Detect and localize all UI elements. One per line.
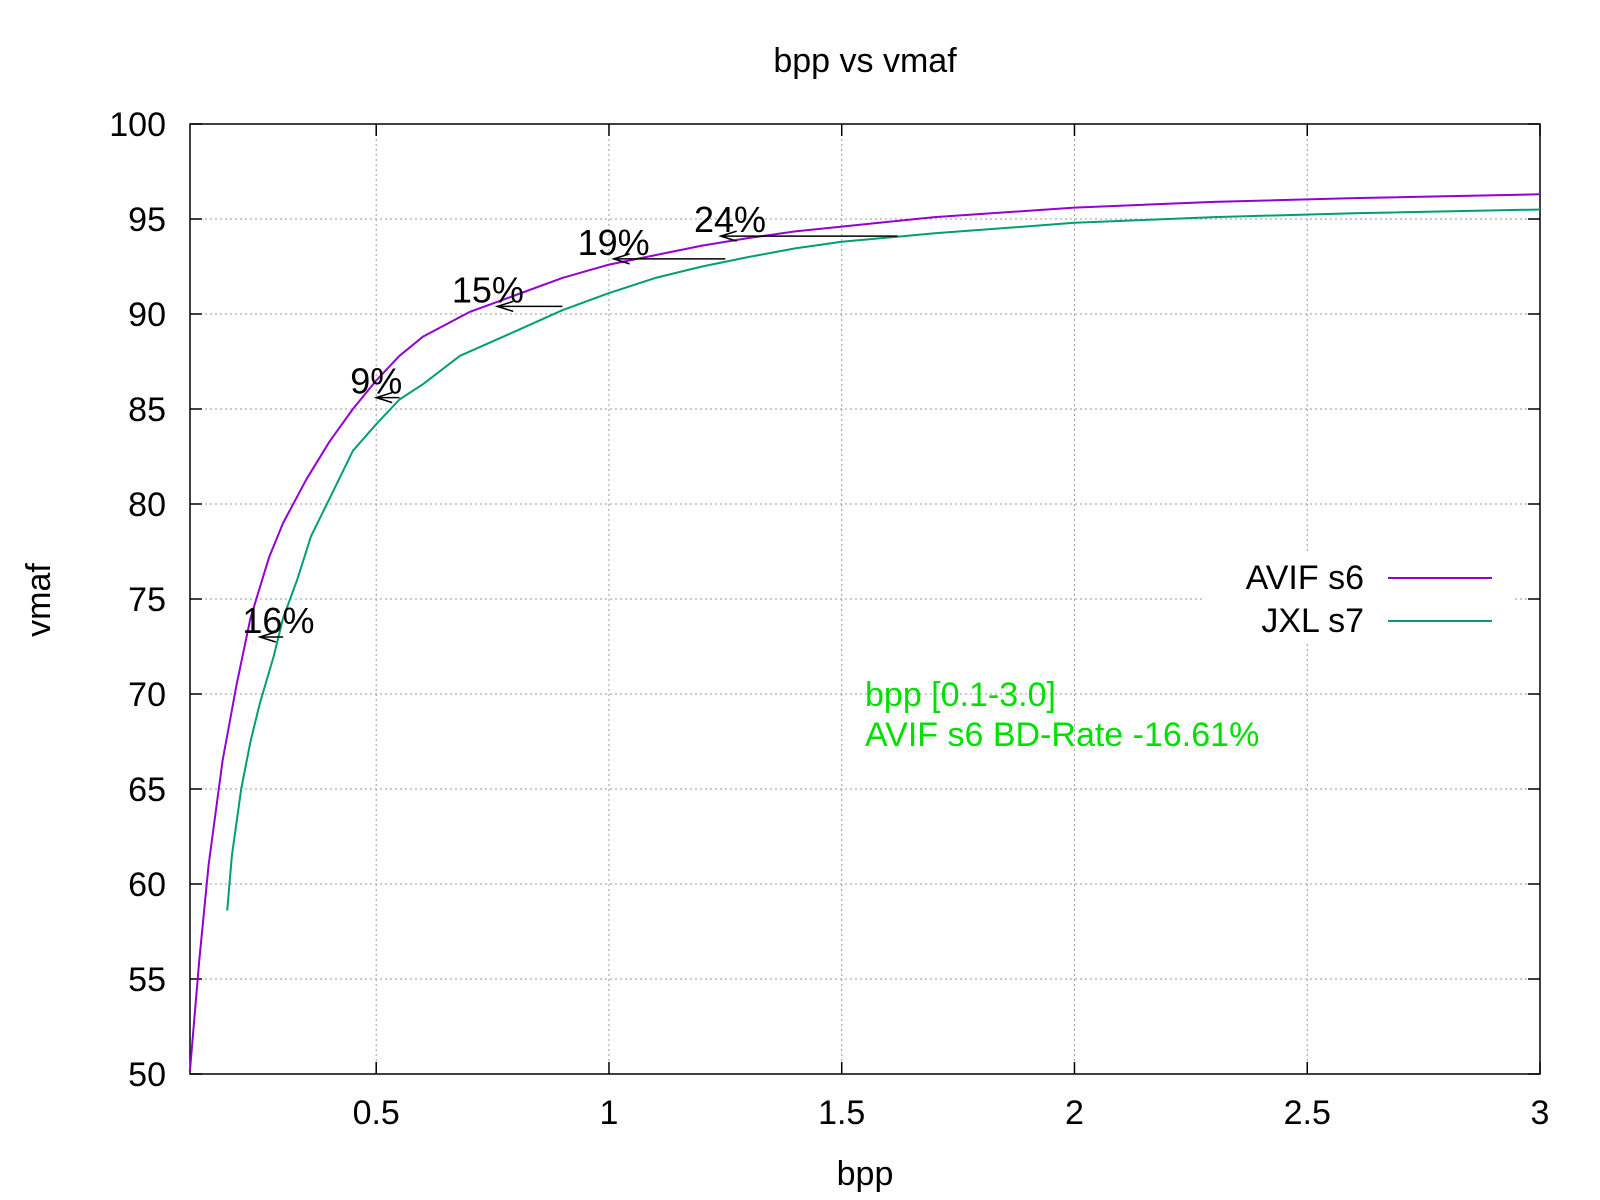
- y-tick-label: 65: [128, 771, 166, 809]
- y-tick-label: 60: [128, 866, 166, 904]
- legend-label-jxl: JXL s7: [1261, 602, 1364, 640]
- y-tick-label: 50: [128, 1056, 166, 1094]
- annotation-label: 16%: [242, 600, 314, 641]
- legend: AVIF s6 JXL s7: [1205, 552, 1515, 644]
- y-tick-label: 85: [128, 391, 166, 429]
- y-ticks: 50 55 60 65 70 75 80 85 90 95 100: [109, 106, 1540, 1094]
- annotation-arrowhead: [718, 230, 737, 242]
- note-bd-rate: AVIF s6 BD-Rate -16.61%: [865, 716, 1259, 754]
- x-tick-label: 2.5: [1284, 1094, 1331, 1132]
- y-axis-title: vmaf: [20, 563, 58, 637]
- annotation-label: 15%: [452, 269, 524, 310]
- y-tick-label: 80: [128, 486, 166, 524]
- y-tick-label: 100: [109, 106, 166, 144]
- annotations: 16% 9% 15% 19% 24%: [242, 199, 898, 643]
- x-tick-label: 0.5: [353, 1094, 400, 1132]
- legend-label-avif: AVIF s6: [1246, 559, 1364, 597]
- annotation-arrowhead: [494, 300, 514, 313]
- y-tick-label: 55: [128, 961, 166, 999]
- note-bpp-range: bpp [0.1-3.0]: [865, 676, 1056, 714]
- y-tick-label: 75: [128, 581, 166, 619]
- series-line-avif: [189, 193, 1541, 1071]
- legend-background: [1205, 552, 1515, 644]
- chart-title: bpp vs vmaf: [773, 42, 957, 80]
- y-tick-label: 95: [128, 201, 166, 239]
- x-tick-label: 1: [600, 1094, 619, 1132]
- annotation-label: 24%: [694, 199, 766, 240]
- x-tick-label: 1.5: [818, 1094, 865, 1132]
- grid-lines: [190, 124, 1540, 1074]
- annotation-label: 19%: [578, 222, 650, 263]
- y-tick-label: 70: [128, 676, 166, 714]
- annotation-label: 9%: [350, 361, 402, 402]
- x-tick-label: 2: [1065, 1094, 1084, 1132]
- bd-rate-note: bpp [0.1-3.0] AVIF s6 BD-Rate -16.61%: [865, 676, 1259, 754]
- series-lines: [189, 193, 1541, 1071]
- x-ticks: 0.5 1 1.5 2 2.5 3: [353, 124, 1550, 1132]
- x-axis-title: bpp: [837, 1155, 894, 1193]
- annotation-arrowhead: [611, 253, 630, 265]
- y-tick-label: 90: [128, 296, 166, 334]
- x-tick-label: 3: [1531, 1094, 1550, 1132]
- annotation-arrowhead: [257, 631, 277, 643]
- series-line-jxl: [226, 208, 1541, 911]
- annotation-arrowhead: [373, 391, 393, 404]
